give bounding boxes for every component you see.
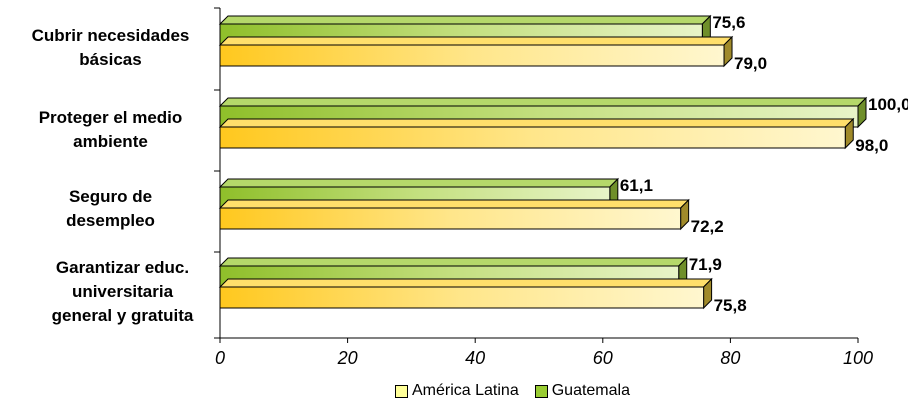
category-label-line: universitaria (71, 282, 174, 301)
data-label-guatemala-3: 61,1 (620, 176, 653, 195)
legend-label-guatemala: Guatemala (551, 382, 630, 399)
category-label-line: básicas (79, 50, 142, 69)
data-label-america-latina-2: 98,0 (855, 136, 888, 155)
x-tick-label: 80 (720, 348, 740, 368)
category-label-line: Garantizar educ. (55, 258, 190, 277)
x-tick-label: 100 (843, 348, 873, 368)
category-label-line: desempleo (66, 211, 155, 230)
category-label-3: Seguro de desempleo (8, 185, 213, 233)
category-label-line: ambiente (73, 132, 148, 151)
bars (218, 14, 868, 310)
bar-america-latina-3-top (218, 199, 690, 209)
category-label-line: Seguro de (68, 187, 153, 206)
data-labels: 75,6 79,0 100,0 98,0 61,1 72,2 71,9 75,8 (620, 13, 908, 315)
bar-america-latina-1-top (218, 36, 734, 46)
bar-america-latina-1 (218, 35, 734, 68)
data-label-america-latina-4: 75,8 (714, 296, 747, 315)
category-label-line: general y gratuita (51, 306, 194, 325)
data-label-guatemala-2: 100,0 (868, 95, 908, 114)
category-label-2: Proteger el medio ambiente (8, 106, 213, 154)
data-label-guatemala-4: 71,9 (689, 255, 722, 274)
legend-item-guatemala: Guatemala (534, 382, 630, 400)
bar-america-latina-4 (218, 277, 713, 310)
legend-label-america-latina: América Latina (412, 382, 519, 399)
bar-guatemala-3-top (218, 178, 620, 188)
bar-america-latina-2 (218, 117, 855, 150)
data-label-guatemala-1: 75,6 (712, 13, 745, 32)
bar-america-latina-3 (218, 198, 690, 231)
x-tick-label: 0 (215, 348, 225, 368)
legend-item-america-latina: América Latina (395, 382, 519, 400)
x-tick-label: 60 (593, 348, 613, 368)
bar-america-latina-2-top (218, 118, 855, 128)
x-tick-label: 40 (465, 348, 485, 368)
category-label-line: Cubrir necesidades (31, 26, 190, 45)
bar-america-latina-1-front (219, 44, 725, 67)
bar-america-latina-2-front (219, 126, 846, 149)
legend-swatch-guatemala (534, 384, 548, 398)
category-label-4: Garantizar educ. universitaria general y g… (20, 256, 225, 328)
x-tick-label: 20 (337, 348, 358, 368)
category-label-line: Proteger el medio (38, 108, 183, 127)
bar-america-latina-4-top (218, 278, 713, 288)
legend-swatch-america-latina (395, 384, 408, 398)
data-label-america-latina-3: 72,2 (691, 217, 724, 236)
bar-america-latina-4-front (219, 286, 705, 309)
bar-guatemala-1-top (218, 15, 712, 25)
bar-guatemala-2-top (218, 97, 868, 107)
category-label-1: Cubrir necesidades básicas (8, 24, 213, 72)
axes: 0 20 40 60 80 100 (214, 7, 873, 368)
bar-guatemala-4-top (218, 257, 688, 267)
data-label-america-latina-1: 79,0 (734, 54, 767, 73)
legend: América Latina Guatemala (395, 382, 646, 400)
bar-america-latina-3-front (219, 207, 682, 230)
